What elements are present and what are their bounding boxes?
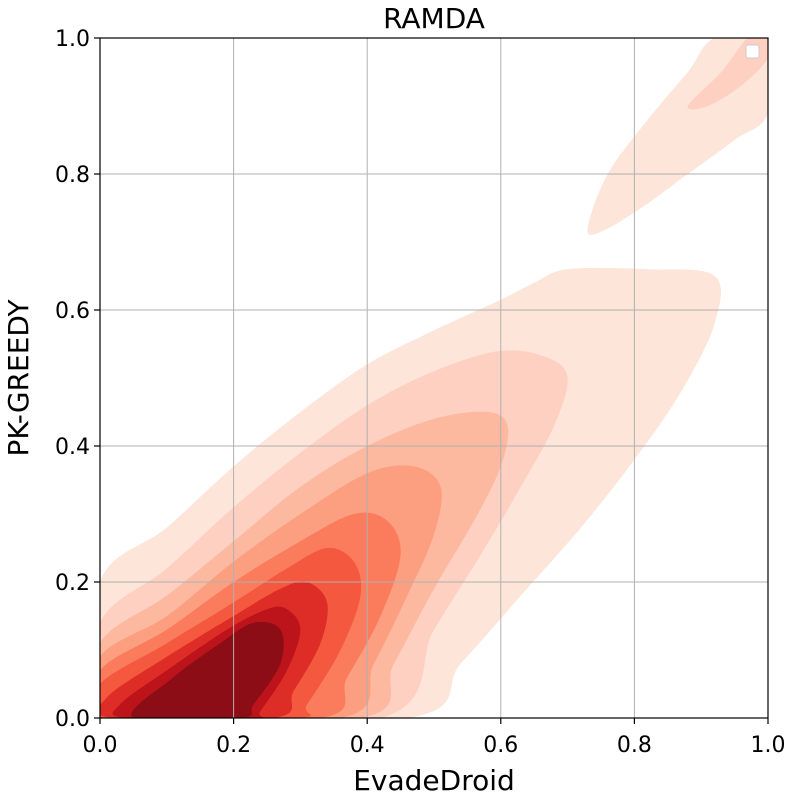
y-tick-label-4: 0.8 — [55, 163, 90, 188]
y-tick-label-0: 0.0 — [55, 707, 90, 732]
contour-level-9-region-10 — [131, 621, 284, 718]
chart-title: RAMDA — [383, 2, 485, 35]
x-axis-label: EvadeDroid — [353, 764, 515, 797]
x-tick-label-4: 0.8 — [617, 733, 652, 758]
y-tick-label-5: 1.0 — [55, 27, 90, 52]
x-tick-label-5: 1.0 — [751, 733, 786, 758]
y-axis-ticks: 0.0 0.2 0.4 0.6 0.8 1.0 — [55, 27, 100, 732]
x-tick-label-1: 0.2 — [216, 733, 251, 758]
y-axis-label: PK-GREEDY — [2, 299, 35, 457]
y-tick-label-2: 0.4 — [55, 435, 90, 460]
legend-box — [745, 44, 760, 59]
x-axis-ticks: 0.0 0.2 0.4 0.6 0.8 1.0 — [83, 718, 786, 758]
x-tick-label-3: 0.6 — [483, 733, 518, 758]
plot-frame — [99, 37, 769, 719]
y-tick-label-1: 0.2 — [55, 571, 90, 596]
x-tick-label-0: 0.0 — [83, 733, 118, 758]
x-tick-label-2: 0.4 — [350, 733, 385, 758]
y-tick-label-3: 0.6 — [55, 299, 90, 324]
density-contours — [100, 38, 768, 718]
